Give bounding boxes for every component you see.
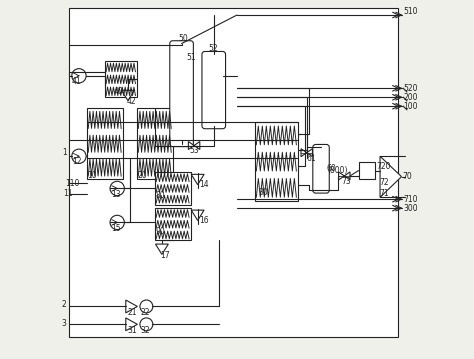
Text: 15: 15: [111, 224, 121, 233]
Text: 1: 1: [62, 148, 66, 157]
Polygon shape: [301, 149, 312, 157]
Bar: [359, 162, 374, 180]
Text: 14: 14: [199, 180, 209, 189]
Text: 510: 510: [403, 7, 418, 16]
Text: 31: 31: [127, 326, 137, 335]
Text: (800): (800): [327, 166, 347, 175]
Text: 90: 90: [155, 227, 165, 236]
Text: 11: 11: [64, 189, 73, 198]
Bar: [155, 208, 191, 240]
Text: 100: 100: [403, 102, 418, 111]
Polygon shape: [121, 90, 134, 101]
Text: 200: 200: [403, 93, 418, 102]
Circle shape: [110, 181, 124, 196]
Text: 17: 17: [161, 251, 170, 260]
Circle shape: [72, 149, 86, 163]
Text: 72: 72: [379, 177, 389, 187]
Text: 52: 52: [209, 45, 218, 53]
Circle shape: [140, 300, 153, 313]
Bar: [87, 108, 123, 180]
Polygon shape: [191, 174, 204, 185]
Bar: [137, 108, 173, 180]
Polygon shape: [338, 172, 350, 180]
FancyBboxPatch shape: [313, 144, 329, 193]
Bar: [255, 122, 298, 201]
Text: 50: 50: [178, 34, 188, 43]
Text: 51: 51: [186, 53, 196, 62]
Text: 61: 61: [307, 154, 316, 163]
Text: 22: 22: [140, 308, 150, 317]
Text: 16: 16: [199, 216, 209, 225]
Text: 10: 10: [88, 172, 97, 181]
Polygon shape: [188, 141, 200, 150]
Text: 53: 53: [190, 146, 200, 155]
Polygon shape: [191, 210, 204, 220]
Text: 80: 80: [155, 191, 165, 200]
Text: 60: 60: [327, 164, 336, 173]
Text: 720: 720: [376, 163, 391, 172]
Text: 73: 73: [342, 177, 352, 186]
Polygon shape: [126, 318, 137, 331]
Circle shape: [110, 215, 124, 229]
Text: 13: 13: [111, 190, 121, 199]
Text: 2: 2: [62, 300, 66, 309]
Text: 42: 42: [127, 97, 137, 106]
FancyBboxPatch shape: [170, 41, 193, 146]
Text: 32: 32: [140, 326, 150, 335]
Text: 300: 300: [403, 204, 418, 213]
Circle shape: [72, 69, 86, 83]
Text: 710: 710: [403, 195, 418, 204]
Polygon shape: [126, 300, 137, 313]
Text: 30: 30: [258, 187, 268, 196]
Text: 70: 70: [402, 172, 412, 181]
Text: 20: 20: [137, 172, 147, 181]
Bar: [155, 172, 191, 205]
Text: 71: 71: [379, 189, 389, 198]
Bar: [105, 61, 137, 97]
Text: 21: 21: [127, 308, 137, 317]
Text: 12: 12: [72, 158, 81, 167]
Text: 40: 40: [114, 87, 123, 96]
Text: 520: 520: [403, 84, 418, 93]
Polygon shape: [380, 156, 401, 197]
FancyBboxPatch shape: [202, 51, 226, 129]
Text: 110: 110: [65, 178, 80, 187]
Text: 3: 3: [62, 319, 67, 328]
Polygon shape: [155, 244, 168, 255]
Text: 41: 41: [72, 78, 82, 87]
Circle shape: [140, 318, 153, 331]
